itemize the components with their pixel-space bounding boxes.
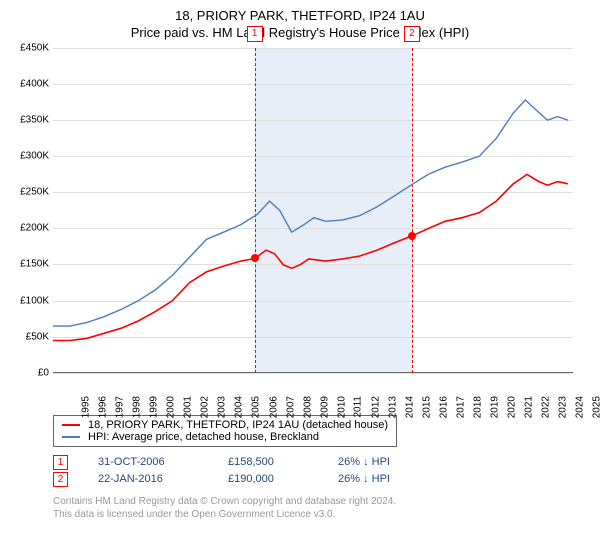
x-axis-tick: 2023 xyxy=(558,396,569,418)
x-axis-tick: 2004 xyxy=(234,396,245,418)
y-axis-tick: £100K xyxy=(5,295,49,306)
series-property xyxy=(53,174,568,340)
chart-title: 18, PRIORY PARK, THETFORD, IP24 1AU xyxy=(15,8,585,25)
x-axis-tick: 2003 xyxy=(217,396,228,418)
y-axis-tick: £200K xyxy=(5,223,49,234)
legend-label: HPI: Average price, detached house, Brec… xyxy=(88,431,319,443)
chart-lines xyxy=(53,48,573,373)
chart-plot-area: £0£50K£100K£150K£200K£250K£300K£350K£400… xyxy=(53,48,573,373)
x-axis-tick: 2018 xyxy=(472,396,483,418)
footnote-line: This data is licensed under the Open Gov… xyxy=(53,508,573,521)
y-axis-tick: £0 xyxy=(5,367,49,378)
x-axis-tick: 2005 xyxy=(251,396,262,418)
x-axis-tick: 1996 xyxy=(97,396,108,418)
x-axis-tick: 1999 xyxy=(148,396,159,418)
x-axis-tick: 2020 xyxy=(506,396,517,418)
gridline xyxy=(53,373,573,374)
chart-subtitle: Price paid vs. HM Land Registry's House … xyxy=(15,25,585,42)
sale-row: 1 31-OCT-2006 £158,500 26% ↓ HPI xyxy=(53,455,573,470)
x-axis-tick: 2013 xyxy=(387,396,398,418)
y-axis-tick: £350K xyxy=(5,115,49,126)
x-axis-tick: 2002 xyxy=(200,396,211,418)
x-axis-tick: 2024 xyxy=(575,396,586,418)
sales-table: 1 31-OCT-2006 £158,500 26% ↓ HPI 2 22-JAN-201… xyxy=(53,455,573,487)
y-axis-tick: £300K xyxy=(5,151,49,162)
x-axis-tick: 2021 xyxy=(524,396,535,418)
y-axis-tick: £50K xyxy=(5,331,49,342)
x-axis-tick: 2001 xyxy=(183,396,194,418)
x-axis-tick: 2015 xyxy=(421,396,432,418)
x-axis-tick: 2025 xyxy=(592,396,600,418)
sale-date: 22-JAN-2016 xyxy=(98,473,198,485)
footnote-line: Contains HM Land Registry data © Crown c… xyxy=(53,495,573,508)
x-axis-tick: 2017 xyxy=(455,396,466,418)
x-axis-tick: 1995 xyxy=(80,396,91,418)
sale-date: 31-OCT-2006 xyxy=(98,456,198,468)
x-axis-tick: 2011 xyxy=(352,396,363,418)
x-axis-tick: 2006 xyxy=(268,396,279,418)
x-axis-tick: 2022 xyxy=(541,396,552,418)
x-axis-tick: 2016 xyxy=(438,396,449,418)
legend-label: 18, PRIORY PARK, THETFORD, IP24 1AU (det… xyxy=(88,419,388,431)
legend: 18, PRIORY PARK, THETFORD, IP24 1AU (det… xyxy=(53,415,397,447)
sale-point xyxy=(251,254,259,262)
x-axis-tick: 2009 xyxy=(319,396,330,418)
chart-below: 18, PRIORY PARK, THETFORD, IP24 1AU (det… xyxy=(53,415,573,521)
x-axis-tick: 1997 xyxy=(114,396,125,418)
legend-row: 18, PRIORY PARK, THETFORD, IP24 1AU (det… xyxy=(62,419,388,431)
legend-swatch xyxy=(62,436,80,438)
series-hpi xyxy=(53,100,568,326)
footnotes: Contains HM Land Registry data © Crown c… xyxy=(53,495,573,521)
sale-row-marker: 2 xyxy=(53,472,68,487)
sale-price: £190,000 xyxy=(228,473,308,485)
sale-marker-box: 1 xyxy=(247,26,263,42)
legend-row: HPI: Average price, detached house, Brec… xyxy=(62,431,388,443)
sale-row-marker: 1 xyxy=(53,455,68,470)
x-axis-tick: 2014 xyxy=(404,396,415,418)
sale-marker-box: 2 xyxy=(404,26,420,42)
sale-diff: 26% ↓ HPI xyxy=(338,473,448,485)
sale-price: £158,500 xyxy=(228,456,308,468)
chart-container: 18, PRIORY PARK, THETFORD, IP24 1AU Pric… xyxy=(0,0,600,560)
sale-diff: 26% ↓ HPI xyxy=(338,456,448,468)
y-axis-tick: £450K xyxy=(5,42,49,53)
y-axis-tick: £400K xyxy=(5,78,49,89)
y-axis-tick: £150K xyxy=(5,259,49,270)
x-axis-tick: 1998 xyxy=(131,396,142,418)
legend-swatch xyxy=(62,424,80,426)
x-axis-tick: 2007 xyxy=(285,396,296,418)
x-axis-tick: 2010 xyxy=(336,396,347,418)
x-axis-tick: 2012 xyxy=(370,396,381,418)
x-axis-tick: 2019 xyxy=(489,396,500,418)
y-axis-tick: £250K xyxy=(5,187,49,198)
x-axis-tick: 2008 xyxy=(302,396,313,418)
sale-point xyxy=(408,232,416,240)
x-axis-tick: 2000 xyxy=(165,396,176,418)
sale-row: 2 22-JAN-2016 £190,000 26% ↓ HPI xyxy=(53,472,573,487)
